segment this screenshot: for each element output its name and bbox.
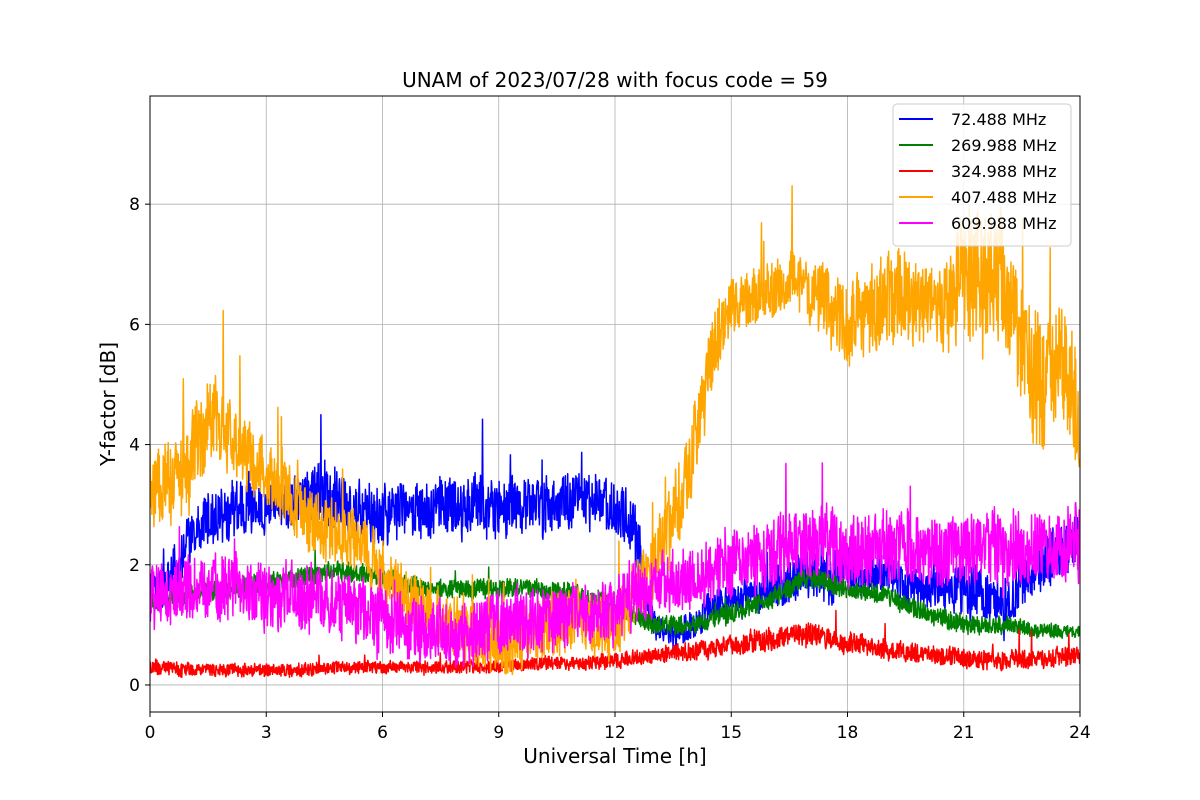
- x-tick-label: 21: [953, 723, 975, 743]
- plot-area: [150, 185, 1080, 679]
- x-axis: 0 3 6 9 12 15 18 21 24: [145, 712, 1091, 743]
- y-axis-label: Y-factor [dB]: [96, 342, 120, 467]
- x-tick-label: 3: [261, 723, 272, 743]
- legend-label: 324.988 MHz: [951, 162, 1056, 181]
- legend-label: 72.488 MHz: [951, 110, 1046, 129]
- series-line: [150, 413, 1080, 652]
- x-tick-label: 18: [837, 723, 859, 743]
- legend-box: [892, 103, 1072, 247]
- x-tick-label: 15: [720, 723, 742, 743]
- y-tick-label: 6: [129, 315, 140, 335]
- x-tick-label: 9: [493, 723, 504, 743]
- legend-label: 269.988 MHz: [951, 136, 1056, 155]
- legend: 72.488 MHz 269.988 MHz 324.988 MHz 407.488 …: [892, 103, 1072, 247]
- y-tick-label: 4: [129, 436, 140, 456]
- x-tick-label: 6: [377, 723, 388, 743]
- x-tick-label: 24: [1069, 723, 1091, 743]
- x-tick-label: 12: [604, 723, 626, 743]
- x-axis-label: Universal Time [h]: [523, 744, 706, 768]
- chart-title: UNAM of 2023/07/28 with focus code = 59: [402, 68, 828, 92]
- series-line: [150, 462, 1080, 669]
- x-tick-label: 0: [145, 723, 156, 743]
- legend-label: 407.488 MHz: [951, 188, 1056, 207]
- legend-label: 609.988 MHz: [951, 214, 1056, 233]
- y-tick-label: 0: [129, 676, 140, 696]
- y-tick-label: 8: [129, 195, 140, 215]
- series-line: [150, 185, 1080, 676]
- y-axis: 0 2 4 6 8: [129, 195, 150, 696]
- series-line: [150, 609, 1080, 679]
- y-tick-label: 2: [129, 556, 140, 576]
